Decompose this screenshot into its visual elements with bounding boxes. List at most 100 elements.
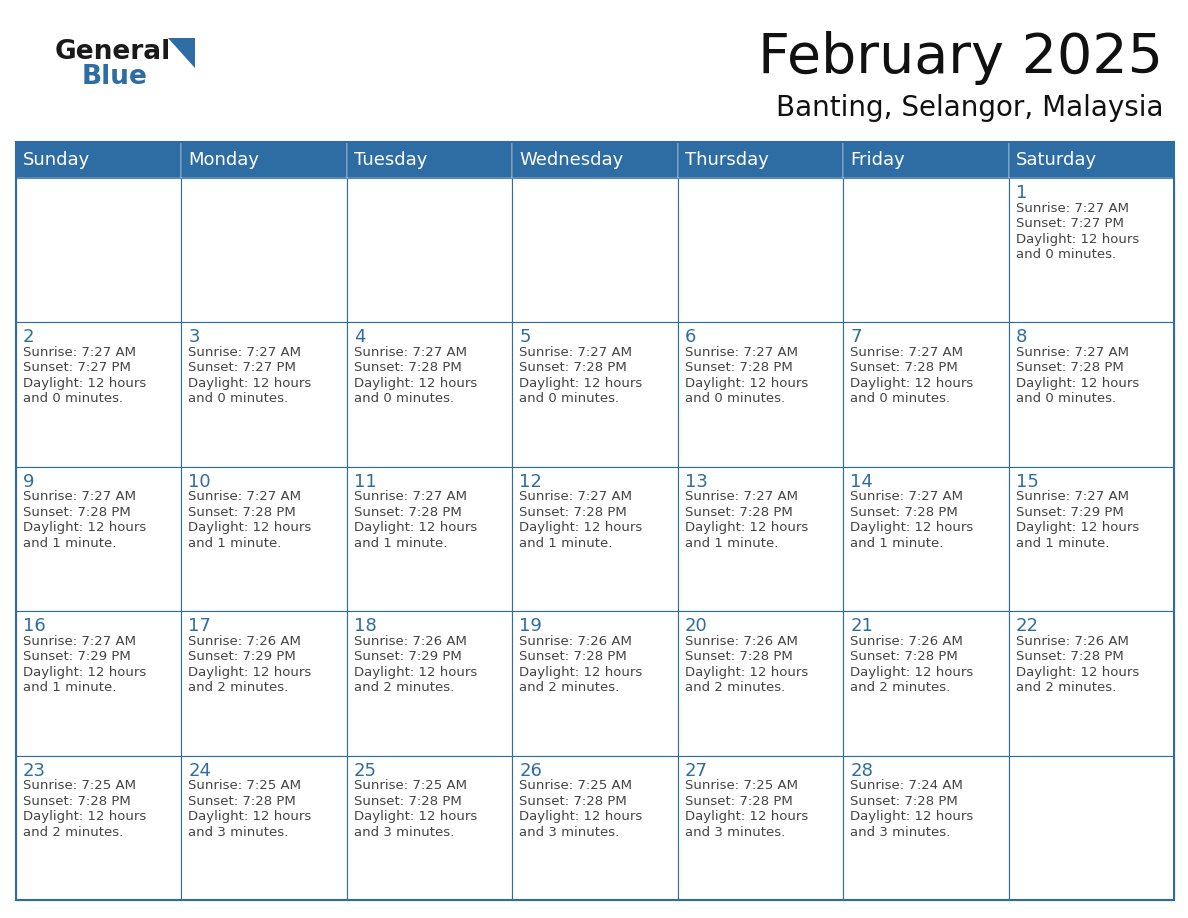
Text: Blue: Blue — [82, 64, 147, 90]
Text: 18: 18 — [354, 617, 377, 635]
Text: and 2 minutes.: and 2 minutes. — [851, 681, 950, 694]
Text: Thursday: Thursday — [684, 151, 769, 169]
Text: Sunset: 7:29 PM: Sunset: 7:29 PM — [189, 650, 296, 663]
Text: Sunrise: 7:26 AM: Sunrise: 7:26 AM — [354, 634, 467, 648]
Text: Sunset: 7:27 PM: Sunset: 7:27 PM — [1016, 217, 1124, 230]
Text: Daylight: 12 hours: Daylight: 12 hours — [189, 810, 311, 823]
Text: Sunset: 7:28 PM: Sunset: 7:28 PM — [684, 795, 792, 808]
Text: Sunset: 7:28 PM: Sunset: 7:28 PM — [354, 506, 462, 519]
Text: 21: 21 — [851, 617, 873, 635]
Text: Sunrise: 7:27 AM: Sunrise: 7:27 AM — [684, 490, 797, 503]
Bar — [182, 611, 347, 756]
Text: Daylight: 12 hours: Daylight: 12 hours — [1016, 666, 1139, 678]
Text: Sunset: 7:28 PM: Sunset: 7:28 PM — [519, 795, 627, 808]
Bar — [512, 142, 677, 178]
Text: Saturday: Saturday — [1016, 151, 1097, 169]
Bar — [1009, 178, 1174, 322]
Text: and 0 minutes.: and 0 minutes. — [23, 392, 124, 406]
Bar — [347, 611, 512, 756]
Bar — [182, 178, 347, 322]
Bar — [15, 756, 182, 900]
Text: Sunrise: 7:27 AM: Sunrise: 7:27 AM — [23, 346, 135, 359]
Bar — [512, 466, 677, 611]
Text: Sunday: Sunday — [23, 151, 90, 169]
Text: Sunrise: 7:25 AM: Sunrise: 7:25 AM — [23, 779, 135, 792]
Text: Sunrise: 7:27 AM: Sunrise: 7:27 AM — [851, 346, 963, 359]
Bar — [843, 322, 1009, 466]
Bar — [15, 466, 182, 611]
Text: February 2025: February 2025 — [758, 31, 1163, 85]
Text: and 1 minute.: and 1 minute. — [354, 537, 447, 550]
Text: Sunset: 7:28 PM: Sunset: 7:28 PM — [189, 795, 296, 808]
Text: Daylight: 12 hours: Daylight: 12 hours — [519, 666, 643, 678]
Text: 16: 16 — [23, 617, 46, 635]
Text: Sunrise: 7:27 AM: Sunrise: 7:27 AM — [23, 634, 135, 648]
Text: 20: 20 — [684, 617, 708, 635]
Text: and 3 minutes.: and 3 minutes. — [354, 825, 454, 839]
Text: Daylight: 12 hours: Daylight: 12 hours — [354, 666, 478, 678]
Bar — [15, 322, 182, 466]
Bar — [677, 756, 843, 900]
Bar — [843, 178, 1009, 322]
Text: Daylight: 12 hours: Daylight: 12 hours — [1016, 232, 1139, 245]
Text: and 0 minutes.: and 0 minutes. — [1016, 248, 1116, 261]
Bar — [1009, 322, 1174, 466]
Text: General: General — [55, 39, 171, 65]
Text: Daylight: 12 hours: Daylight: 12 hours — [1016, 521, 1139, 534]
Bar — [15, 178, 182, 322]
Text: 23: 23 — [23, 762, 46, 779]
Bar — [182, 142, 347, 178]
Bar — [15, 611, 182, 756]
Bar — [182, 756, 347, 900]
Bar — [15, 142, 1174, 900]
Text: 3: 3 — [189, 329, 200, 346]
Text: Sunset: 7:28 PM: Sunset: 7:28 PM — [1016, 362, 1124, 375]
Text: and 2 minutes.: and 2 minutes. — [189, 681, 289, 694]
Text: and 1 minute.: and 1 minute. — [1016, 537, 1108, 550]
Text: Sunrise: 7:27 AM: Sunrise: 7:27 AM — [354, 490, 467, 503]
Text: 28: 28 — [851, 762, 873, 779]
Bar — [1009, 466, 1174, 611]
Text: 2: 2 — [23, 329, 34, 346]
Text: and 2 minutes.: and 2 minutes. — [23, 825, 124, 839]
Text: Sunrise: 7:25 AM: Sunrise: 7:25 AM — [519, 779, 632, 792]
Text: Sunrise: 7:27 AM: Sunrise: 7:27 AM — [1016, 346, 1129, 359]
Text: Sunset: 7:28 PM: Sunset: 7:28 PM — [23, 795, 131, 808]
Bar — [182, 322, 347, 466]
Text: and 2 minutes.: and 2 minutes. — [519, 681, 619, 694]
Text: Sunset: 7:28 PM: Sunset: 7:28 PM — [684, 506, 792, 519]
Text: Sunset: 7:28 PM: Sunset: 7:28 PM — [851, 650, 958, 663]
Text: Daylight: 12 hours: Daylight: 12 hours — [1016, 377, 1139, 390]
Text: 14: 14 — [851, 473, 873, 491]
Text: Sunset: 7:27 PM: Sunset: 7:27 PM — [189, 362, 296, 375]
Text: Daylight: 12 hours: Daylight: 12 hours — [851, 810, 973, 823]
Text: and 2 minutes.: and 2 minutes. — [1016, 681, 1116, 694]
Text: Sunrise: 7:26 AM: Sunrise: 7:26 AM — [1016, 634, 1129, 648]
Text: Sunset: 7:28 PM: Sunset: 7:28 PM — [684, 650, 792, 663]
Bar — [347, 178, 512, 322]
Bar — [677, 142, 843, 178]
Text: Sunset: 7:29 PM: Sunset: 7:29 PM — [1016, 506, 1124, 519]
Bar — [677, 611, 843, 756]
Text: Daylight: 12 hours: Daylight: 12 hours — [851, 521, 973, 534]
Bar — [1009, 142, 1174, 178]
Text: Daylight: 12 hours: Daylight: 12 hours — [684, 810, 808, 823]
Text: Daylight: 12 hours: Daylight: 12 hours — [354, 810, 478, 823]
Text: Sunrise: 7:27 AM: Sunrise: 7:27 AM — [519, 346, 632, 359]
Text: Sunset: 7:29 PM: Sunset: 7:29 PM — [23, 650, 131, 663]
Text: Tuesday: Tuesday — [354, 151, 428, 169]
Text: and 1 minute.: and 1 minute. — [684, 537, 778, 550]
Text: Daylight: 12 hours: Daylight: 12 hours — [23, 810, 146, 823]
Bar — [843, 756, 1009, 900]
Bar — [512, 322, 677, 466]
Text: Sunrise: 7:27 AM: Sunrise: 7:27 AM — [519, 490, 632, 503]
Text: Sunset: 7:28 PM: Sunset: 7:28 PM — [851, 362, 958, 375]
Text: 5: 5 — [519, 329, 531, 346]
Text: 10: 10 — [189, 473, 211, 491]
Text: Daylight: 12 hours: Daylight: 12 hours — [189, 666, 311, 678]
Bar — [15, 142, 182, 178]
Text: 19: 19 — [519, 617, 542, 635]
Text: 24: 24 — [189, 762, 211, 779]
Text: Daylight: 12 hours: Daylight: 12 hours — [519, 521, 643, 534]
Text: 4: 4 — [354, 329, 366, 346]
